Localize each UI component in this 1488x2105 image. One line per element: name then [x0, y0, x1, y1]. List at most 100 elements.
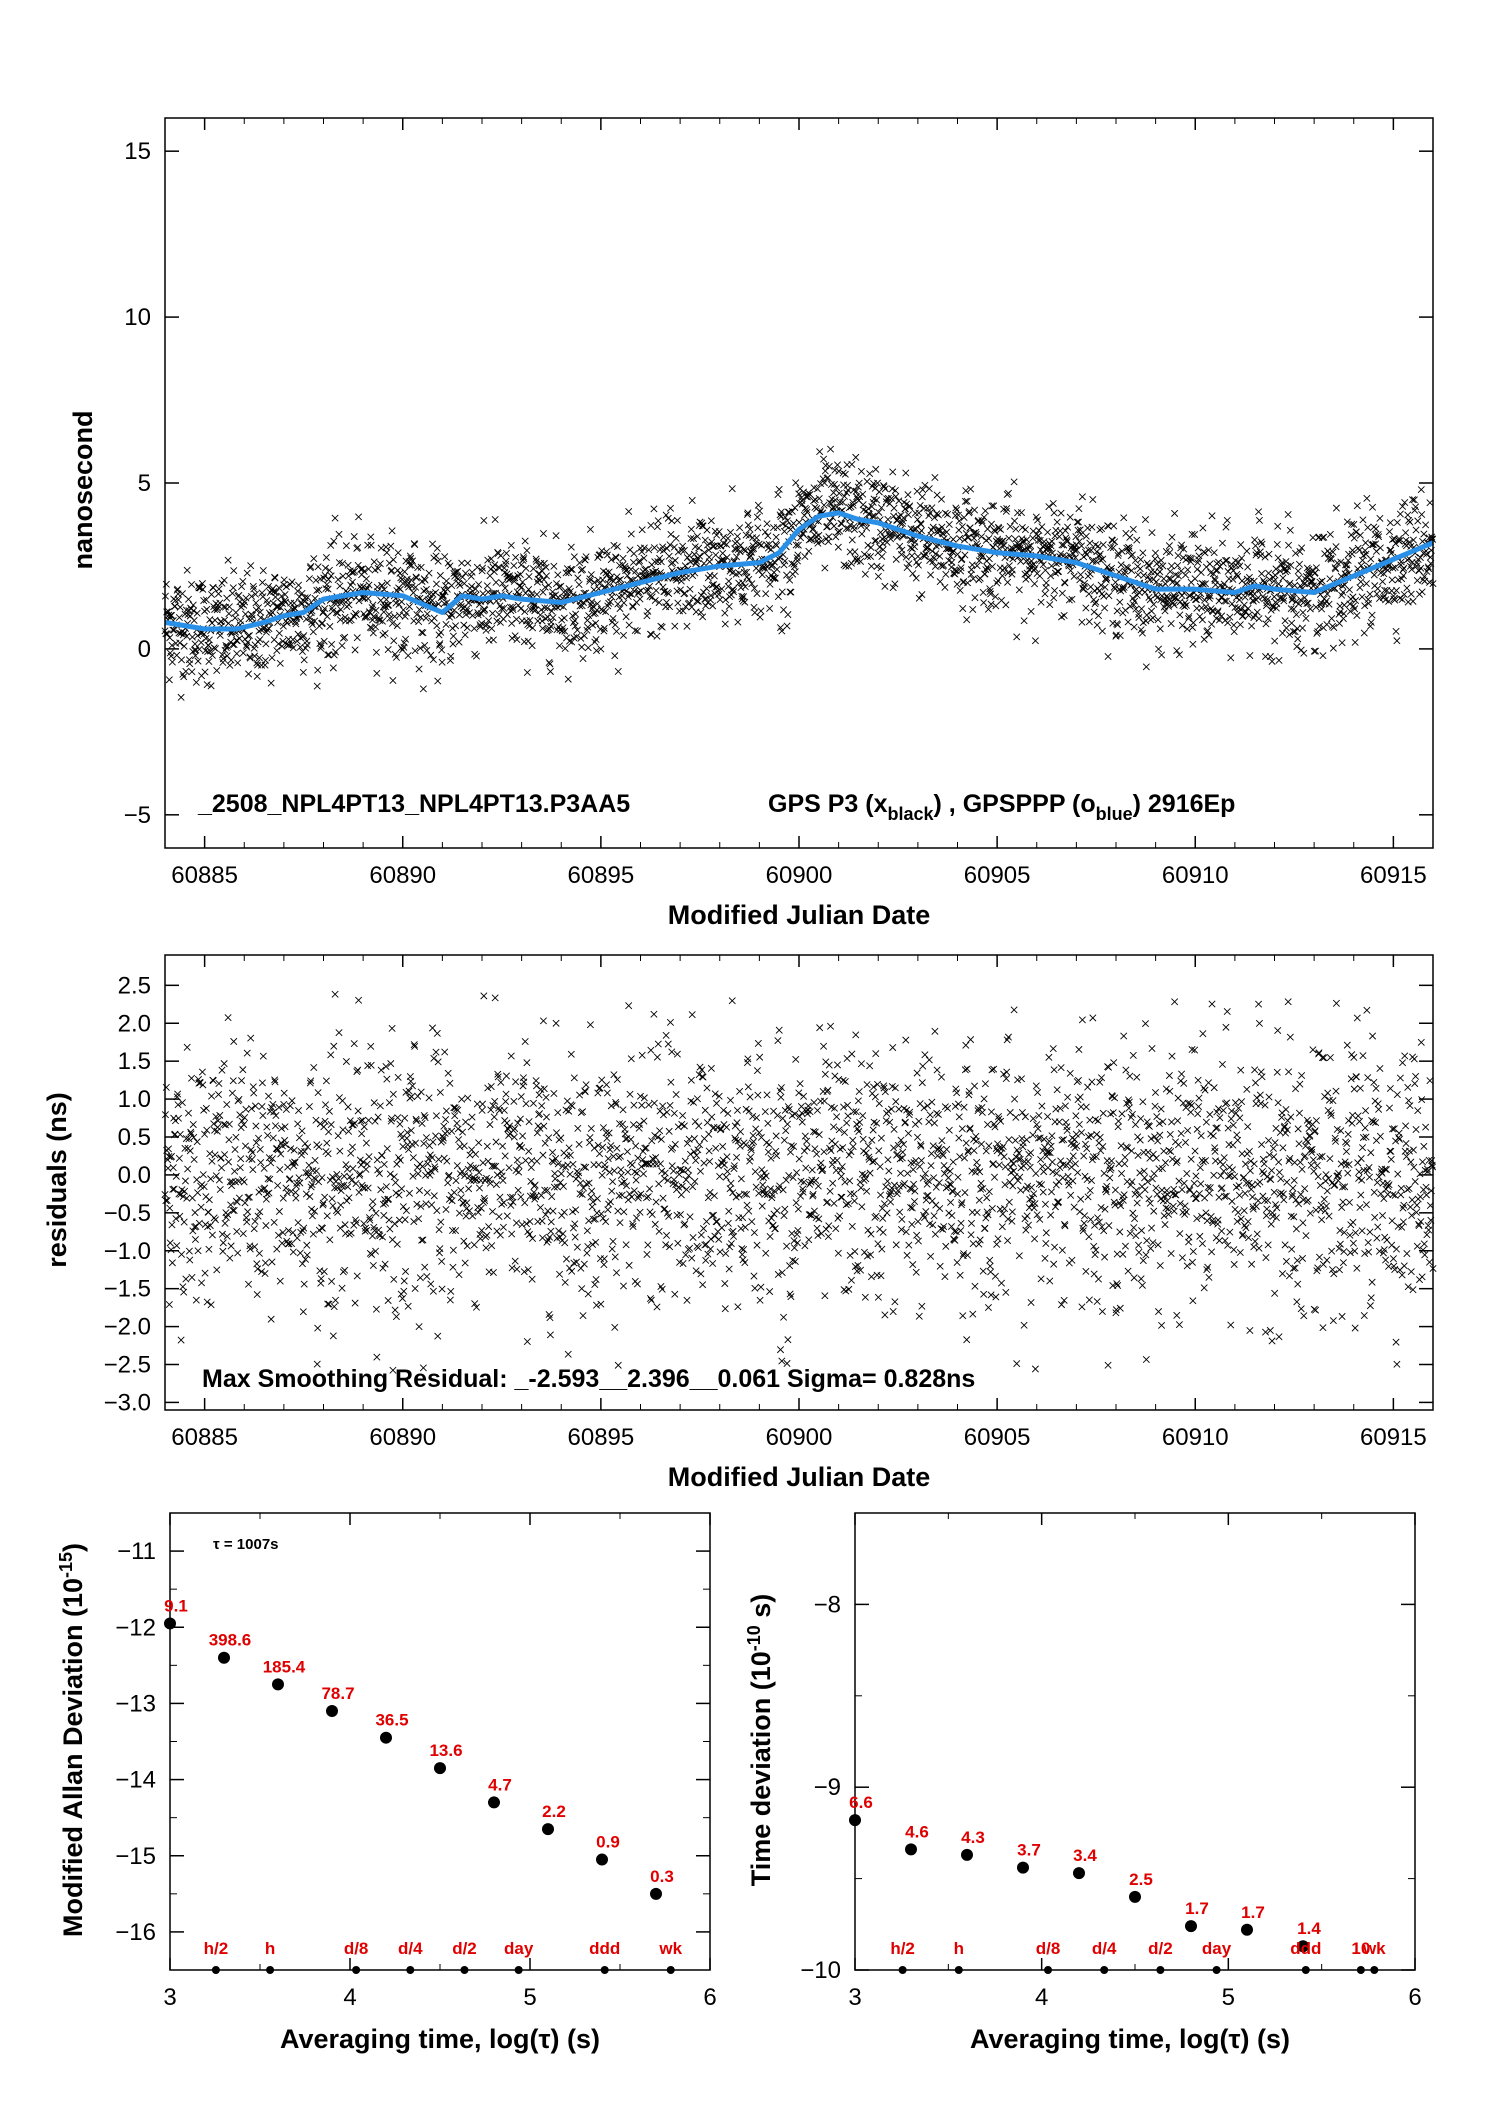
data-point-x — [586, 525, 594, 533]
residual-point-x — [682, 1176, 690, 1184]
residual-point-x — [897, 1169, 905, 1177]
data-point-x — [1084, 524, 1092, 532]
data-point-x — [1302, 614, 1310, 622]
data-point-x — [323, 612, 331, 620]
residual-point-x — [723, 1153, 731, 1161]
residual-point-x — [391, 1220, 399, 1228]
data-point-x — [542, 615, 550, 623]
residual-point-x — [796, 1080, 804, 1088]
residual-point-x — [745, 1107, 753, 1115]
data-point-x — [1143, 611, 1151, 619]
data-point-x — [841, 470, 849, 478]
data-point-x — [542, 572, 551, 580]
data-point-x — [1396, 510, 1404, 518]
residual-point-x — [866, 1169, 874, 1177]
data-point-x — [876, 543, 884, 551]
data-point-x — [657, 558, 665, 566]
data-point-x — [372, 623, 380, 631]
residual-point-x — [666, 1018, 674, 1026]
data-point-x — [509, 606, 517, 614]
data-point-x — [191, 652, 199, 660]
residual-point-x — [613, 1269, 621, 1277]
data-point-x — [232, 637, 240, 645]
residual-point-x — [522, 1157, 530, 1165]
data-point-x — [1376, 514, 1384, 522]
data-point-x — [455, 638, 463, 646]
data-point-x — [960, 536, 969, 544]
residual-point-x — [475, 1184, 484, 1192]
residual-point-x — [613, 1144, 621, 1152]
timeseries-panel: 60885 60890 60895 60900 60905 60910 60915−5051… — [68, 117, 1437, 930]
residual-point-x — [327, 1051, 335, 1059]
data-point-x — [653, 632, 661, 640]
residual-point-x — [914, 1237, 922, 1245]
residual-point-x — [712, 1144, 720, 1152]
residual-point-x — [321, 1101, 330, 1109]
residual-point-x — [611, 1253, 619, 1261]
residual-point-x — [887, 1198, 895, 1206]
data-point-x — [1210, 549, 1218, 557]
residual-point-x — [863, 1081, 871, 1089]
data-point-x — [653, 523, 661, 531]
data-point-x — [868, 503, 876, 511]
data-point-x — [1075, 505, 1083, 513]
data-point-x — [1329, 644, 1337, 652]
data-point-x — [427, 651, 435, 659]
data-point-x — [342, 542, 350, 550]
gps-p3-scatter — [161, 445, 1437, 701]
data-point-x — [376, 616, 384, 625]
data-point-x — [489, 636, 497, 644]
data-point-x — [974, 516, 982, 524]
residual-point-x — [415, 1186, 423, 1194]
data-point-x — [256, 608, 264, 616]
data-point-x — [1010, 478, 1018, 486]
residual-point-x — [386, 1170, 394, 1178]
residual-point-x — [834, 1249, 842, 1257]
residual-point-x — [935, 1179, 943, 1187]
residual-point-x — [813, 1106, 822, 1114]
data-point-x — [720, 533, 728, 541]
residual-point-x — [646, 1185, 654, 1193]
data-point-x — [1015, 586, 1023, 594]
residual-point-x — [827, 1022, 835, 1030]
residual-point-x — [568, 1267, 576, 1275]
data-point-x — [481, 606, 489, 614]
data-point-x — [407, 576, 415, 584]
data-point-x — [384, 646, 392, 654]
data-point-x — [261, 656, 270, 664]
residual-point-x — [438, 1257, 446, 1265]
data-point-x — [1139, 549, 1147, 557]
residual-point-x — [468, 1113, 476, 1121]
data-point-x — [1116, 598, 1124, 606]
data-point-x — [1422, 521, 1430, 529]
data-point-x — [1357, 562, 1365, 570]
residual-point-x — [679, 1112, 687, 1120]
data-point-x — [936, 552, 944, 560]
residual-point-x — [848, 1222, 856, 1230]
data-point-x — [166, 634, 174, 642]
panel1-annotation-legend: GPS P3 (xblack) , GPSPPP (oblue) 2916Ep — [768, 790, 1235, 824]
residual-point-x — [479, 1100, 487, 1108]
data-point-x — [1174, 552, 1182, 560]
data-point-x — [1274, 522, 1282, 530]
residual-point-x — [877, 1191, 885, 1199]
residual-point-x — [364, 1184, 372, 1192]
data-point-x — [162, 580, 170, 588]
data-point-x — [1004, 578, 1012, 586]
residual-point-x — [913, 1231, 921, 1239]
residual-point-x — [571, 1233, 579, 1241]
residual-point-x — [432, 1132, 440, 1140]
data-point-x — [700, 559, 708, 567]
residual-point-x — [798, 1118, 806, 1126]
data-point-x — [557, 582, 565, 590]
residual-point-x — [358, 1130, 366, 1138]
data-point-x — [272, 603, 280, 611]
residual-point-x — [639, 1170, 648, 1178]
residual-point-x — [626, 1090, 634, 1098]
residual-point-x — [619, 1282, 627, 1290]
residual-point-x — [644, 1241, 652, 1249]
data-point-x — [1352, 596, 1360, 604]
data-point-x — [314, 563, 322, 571]
residual-point-x — [370, 1099, 378, 1107]
residual-point-x — [342, 1058, 350, 1066]
